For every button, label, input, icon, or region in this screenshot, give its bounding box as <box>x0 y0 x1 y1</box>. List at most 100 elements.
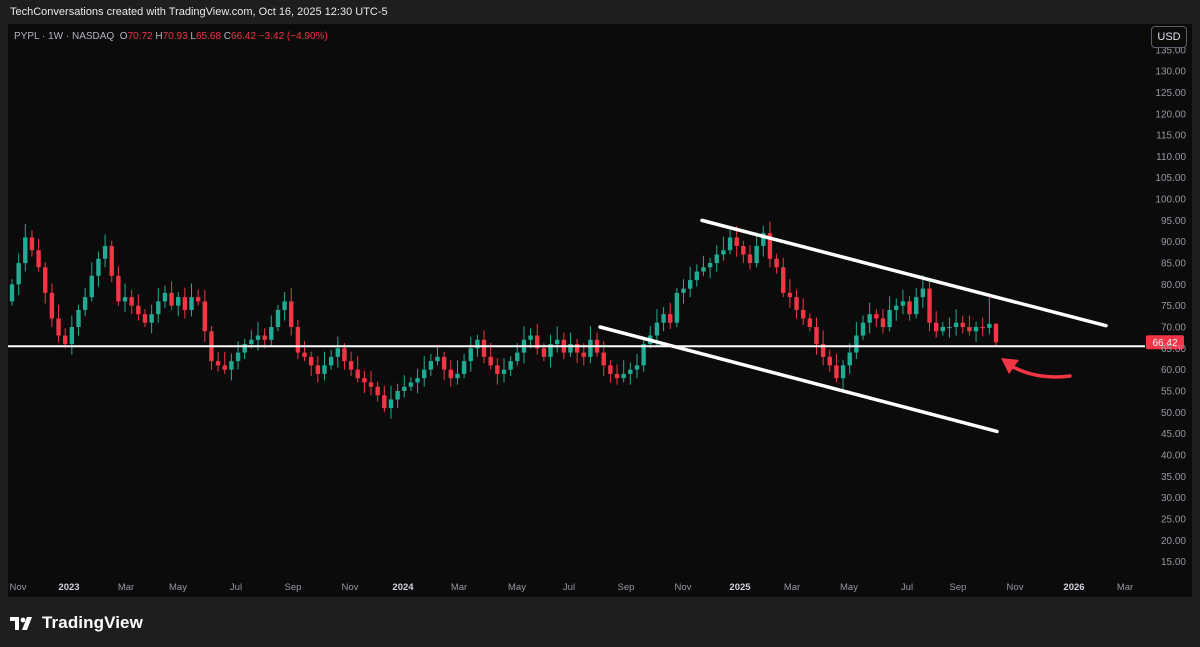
candle-body <box>953 322 959 327</box>
candle-body <box>847 352 852 366</box>
x-tick-label: Nov <box>10 582 27 593</box>
candle-body <box>701 267 706 272</box>
candle-body <box>461 361 467 374</box>
y-tick-label: 60.00 <box>1161 365 1186 376</box>
candle-body <box>807 318 813 327</box>
candle-body <box>674 292 680 323</box>
candle-body <box>229 361 234 370</box>
candle-body <box>508 361 513 370</box>
candle-body <box>654 322 660 336</box>
candle-body <box>668 314 673 323</box>
candle-body <box>262 335 267 340</box>
low-value: 65.68 <box>195 31 222 42</box>
candle-body <box>581 352 586 357</box>
candle-body <box>415 378 420 383</box>
candle-body <box>9 284 15 302</box>
upper-channel-line[interactable] <box>700 218 1108 328</box>
x-tick-label: 2025 <box>729 582 751 593</box>
candle-body <box>814 327 819 345</box>
attribution-bar: TechConversations created with TradingVi… <box>0 0 1200 24</box>
red-arrow-head <box>1001 358 1019 374</box>
candle-body <box>235 352 241 362</box>
tradingview-logo-icon <box>10 617 32 630</box>
candle-body <box>89 275 94 298</box>
y-tick-label: 25.00 <box>1161 514 1186 525</box>
x-tick-label: Mar <box>451 582 467 593</box>
candle-body <box>116 275 121 302</box>
candle-body <box>468 348 473 362</box>
candle-body <box>348 361 354 370</box>
candle-body <box>827 356 832 366</box>
candle-body <box>933 322 939 332</box>
candle-body <box>481 339 487 357</box>
y-tick-label: 100.00 <box>1155 195 1186 206</box>
lower-channel-line[interactable] <box>598 325 999 434</box>
candle-body <box>960 322 965 327</box>
candle-body <box>455 373 460 379</box>
candle-body <box>56 318 61 336</box>
candle-body <box>269 327 274 340</box>
candle-body <box>109 245 114 276</box>
candle-body <box>794 297 799 310</box>
candle-body <box>834 365 839 379</box>
candle-body <box>860 322 866 336</box>
candle-body <box>588 339 593 357</box>
x-tick-label: Sep <box>618 582 635 593</box>
candle-body <box>727 237 733 251</box>
y-tick-label: 40.00 <box>1161 450 1186 461</box>
candle-body <box>202 301 208 332</box>
candle-body <box>641 344 646 366</box>
candle-body <box>900 301 906 306</box>
candle-body <box>687 280 693 289</box>
y-tick-label: 85.00 <box>1161 259 1186 270</box>
y-tick-label: 15.00 <box>1161 557 1186 568</box>
ohlc-legend: PYPL · 1W · NASDAQ O70.72 H70.93 L65.68 … <box>14 31 328 42</box>
candle-body <box>448 369 454 379</box>
y-tick-label: 110.00 <box>1156 152 1186 163</box>
y-tick-label: 20.00 <box>1161 536 1186 547</box>
y-tick-label: 30.00 <box>1161 493 1186 504</box>
candle-body <box>621 373 626 379</box>
high-value: 70.93 <box>162 31 188 42</box>
brand[interactable]: TradingView <box>10 613 143 633</box>
x-tick-label: Mar <box>118 582 134 593</box>
y-axis: 15.00 20.00 25.00 30.00 35.00 40.00 45.00 50.00… <box>1155 45 1186 568</box>
candle-body <box>681 288 686 293</box>
candle-body <box>601 352 606 366</box>
candle-body <box>36 250 41 268</box>
y-tick-label: 45.00 <box>1161 429 1186 440</box>
x-tick-label: Nov <box>1007 582 1024 593</box>
candle-body <box>182 297 188 310</box>
candle-body <box>402 386 407 391</box>
candle-body <box>355 369 360 379</box>
candle-body <box>767 233 773 259</box>
candle-body <box>368 382 374 387</box>
candle-body <box>322 365 327 374</box>
candle-body <box>721 250 726 255</box>
candle-body <box>176 297 181 306</box>
candle-body <box>302 352 307 357</box>
candle-body <box>967 327 972 332</box>
candle-body <box>441 356 447 370</box>
candle-body <box>169 292 174 306</box>
symbol-label: PYPL · 1W · NASDAQ <box>14 31 115 42</box>
change-value: −3.42 (−4.90%) <box>258 31 328 42</box>
candle-body <box>69 327 75 345</box>
candle-body <box>980 327 985 329</box>
candle-body <box>129 297 134 306</box>
y-tick-label: 125.00 <box>1155 88 1186 99</box>
x-tick-label: 2023 <box>58 582 79 593</box>
candle-body <box>255 335 261 340</box>
candle-body <box>880 318 886 327</box>
candle-body <box>528 335 533 340</box>
candle-body <box>82 297 88 310</box>
currency-button[interactable]: USD <box>1151 26 1187 48</box>
candle-body <box>102 245 108 259</box>
footer <box>0 597 1200 647</box>
candle-body <box>488 356 493 366</box>
candle-body <box>395 390 400 400</box>
candle-body <box>707 263 713 268</box>
candle-body <box>548 344 553 357</box>
candle-body <box>754 245 759 264</box>
